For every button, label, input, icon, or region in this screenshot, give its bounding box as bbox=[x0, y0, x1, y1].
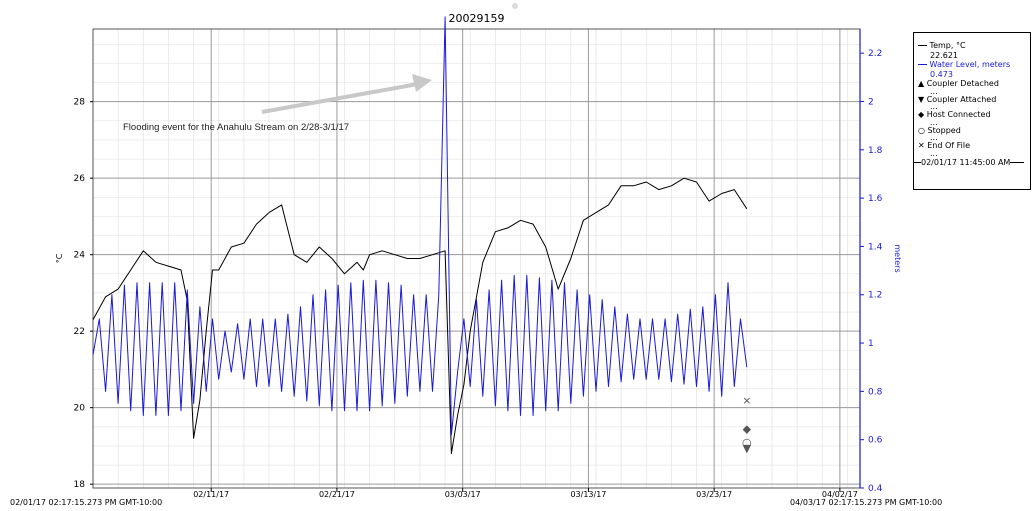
legend-coupler-attached-label: Coupler Attached bbox=[926, 94, 997, 104]
y-left-tick-label: 20 bbox=[74, 404, 86, 414]
legend-item-water: Water Level, meters bbox=[918, 60, 1030, 70]
event-marker-stopped: ○ bbox=[742, 436, 752, 449]
x-tick-label: 04/02/17 bbox=[822, 490, 858, 499]
y-left-tick-label: 26 bbox=[74, 174, 86, 184]
y-right-tick-label: 2.2 bbox=[868, 49, 882, 59]
legend-temp-value: 22.621 bbox=[930, 50, 958, 60]
y-right-tick-label: 1.6 bbox=[868, 194, 883, 204]
legend-item-end-of-file: ✕ End Of File bbox=[918, 141, 1030, 151]
y-left-tick-label: 24 bbox=[74, 251, 86, 261]
legend-stopped-label: Stopped bbox=[927, 125, 961, 135]
legend-ellipsis: ... bbox=[930, 86, 938, 96]
y-right-tick-label: 0.8 bbox=[868, 387, 883, 397]
y-right-tick-label: 1.8 bbox=[868, 146, 883, 156]
temp-series-line bbox=[92, 177, 748, 455]
legend-coupler-detached-label: Coupler Detached bbox=[926, 79, 999, 88]
legend-cursor-time: 02/01/17 11:45:00 AM bbox=[921, 157, 1011, 167]
plot-area bbox=[93, 29, 860, 488]
legend-item-coupler-detached: ▲ Coupler Detached bbox=[918, 79, 1030, 89]
legend-temp-label: Temp, °C bbox=[929, 41, 966, 50]
chart-title: 20029159 bbox=[449, 12, 505, 25]
triangle-down-icon: ▼ bbox=[918, 94, 925, 104]
x-start-label: 02/01/17 02:17:15.273 PM GMT-10:00 bbox=[10, 498, 163, 507]
y-left-tick-label: 22 bbox=[74, 327, 85, 337]
x-icon: ✕ bbox=[918, 141, 925, 150]
window-handle-dot bbox=[512, 3, 518, 9]
y-right-tick-label: 0.4 bbox=[868, 484, 883, 494]
water-level-series-line bbox=[92, 16, 748, 436]
legend-end-of-file-label: End Of File bbox=[927, 141, 971, 150]
y-left-tick-label: 18 bbox=[74, 480, 86, 490]
x-tick-label: 03/03/17 bbox=[445, 490, 481, 499]
y-left-axis-label: °C bbox=[55, 253, 64, 263]
legend-ellipsis: ... bbox=[930, 133, 938, 142]
event-marker-host-connected: ◆ bbox=[743, 423, 752, 436]
water-swatch bbox=[918, 64, 927, 65]
legend-ellipsis: ... bbox=[930, 148, 938, 158]
legend-item-temp: Temp, °C bbox=[918, 41, 1030, 51]
legend-item-stopped: ○ Stopped bbox=[918, 126, 1030, 136]
event-marker-coupler-attached: ▼ bbox=[743, 442, 752, 455]
legend: Temp, °C 22.621 Water Level, meters 0.47… bbox=[913, 32, 1031, 190]
legend-item-coupler-attached: ▼ Coupler Attached bbox=[918, 95, 1030, 105]
y-right-tick-label: 0.6 bbox=[868, 436, 883, 446]
x-tick-label: 03/23/17 bbox=[696, 490, 732, 499]
x-tick-label: 03/13/17 bbox=[570, 490, 606, 499]
legend-ellipsis: ... bbox=[930, 117, 938, 127]
legend-water-value: 0.473 bbox=[930, 69, 953, 79]
diamond-icon: ◆ bbox=[918, 110, 925, 119]
y-right-axis-label: meters bbox=[893, 244, 902, 272]
y-right-tick-label: 1 bbox=[868, 339, 874, 349]
x-tick-label: 02/11/17 bbox=[193, 490, 229, 499]
legend-host-connected-label: Host Connected bbox=[926, 110, 991, 119]
circle-icon: ○ bbox=[918, 125, 925, 135]
legend-item-host-connected: ◆ Host Connected bbox=[918, 110, 1030, 120]
y-left-tick-label: 28 bbox=[74, 98, 86, 108]
legend-ellipsis: ... bbox=[930, 102, 938, 111]
legend-water-label: Water Level, meters bbox=[929, 60, 1011, 69]
event-marker-end-of-file: × bbox=[742, 394, 751, 407]
temp-swatch bbox=[918, 45, 927, 46]
y-right-tick-label: 1.2 bbox=[868, 291, 882, 301]
triangle-up-icon: ▲ bbox=[918, 79, 925, 88]
annotation-arrow-shaft bbox=[261, 82, 419, 114]
annotation-text: Flooding event for the Anahulu Stream on… bbox=[123, 122, 349, 133]
x-tick-label: 02/21/17 bbox=[319, 490, 355, 499]
annotation-arrow-head bbox=[412, 74, 432, 92]
x-end-label: 04/03/17 02:17:15.273 PM GMT-10:00 bbox=[790, 498, 943, 507]
legend-cursor-time-row: 02/01/17 11:45:00 AM bbox=[914, 158, 1030, 168]
y-right-tick-label: 1.4 bbox=[868, 242, 883, 252]
y-right-tick-label: 2 bbox=[868, 97, 874, 107]
